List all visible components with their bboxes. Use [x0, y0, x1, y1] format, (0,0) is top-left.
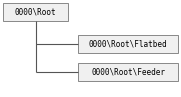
FancyBboxPatch shape	[78, 35, 178, 53]
Text: 0000\Root\Feeder: 0000\Root\Feeder	[91, 68, 165, 77]
FancyBboxPatch shape	[3, 3, 68, 21]
Text: 0000\Root: 0000\Root	[15, 7, 56, 16]
Text: 0000\Root\Flatbed: 0000\Root\Flatbed	[89, 39, 167, 48]
FancyBboxPatch shape	[78, 63, 178, 81]
